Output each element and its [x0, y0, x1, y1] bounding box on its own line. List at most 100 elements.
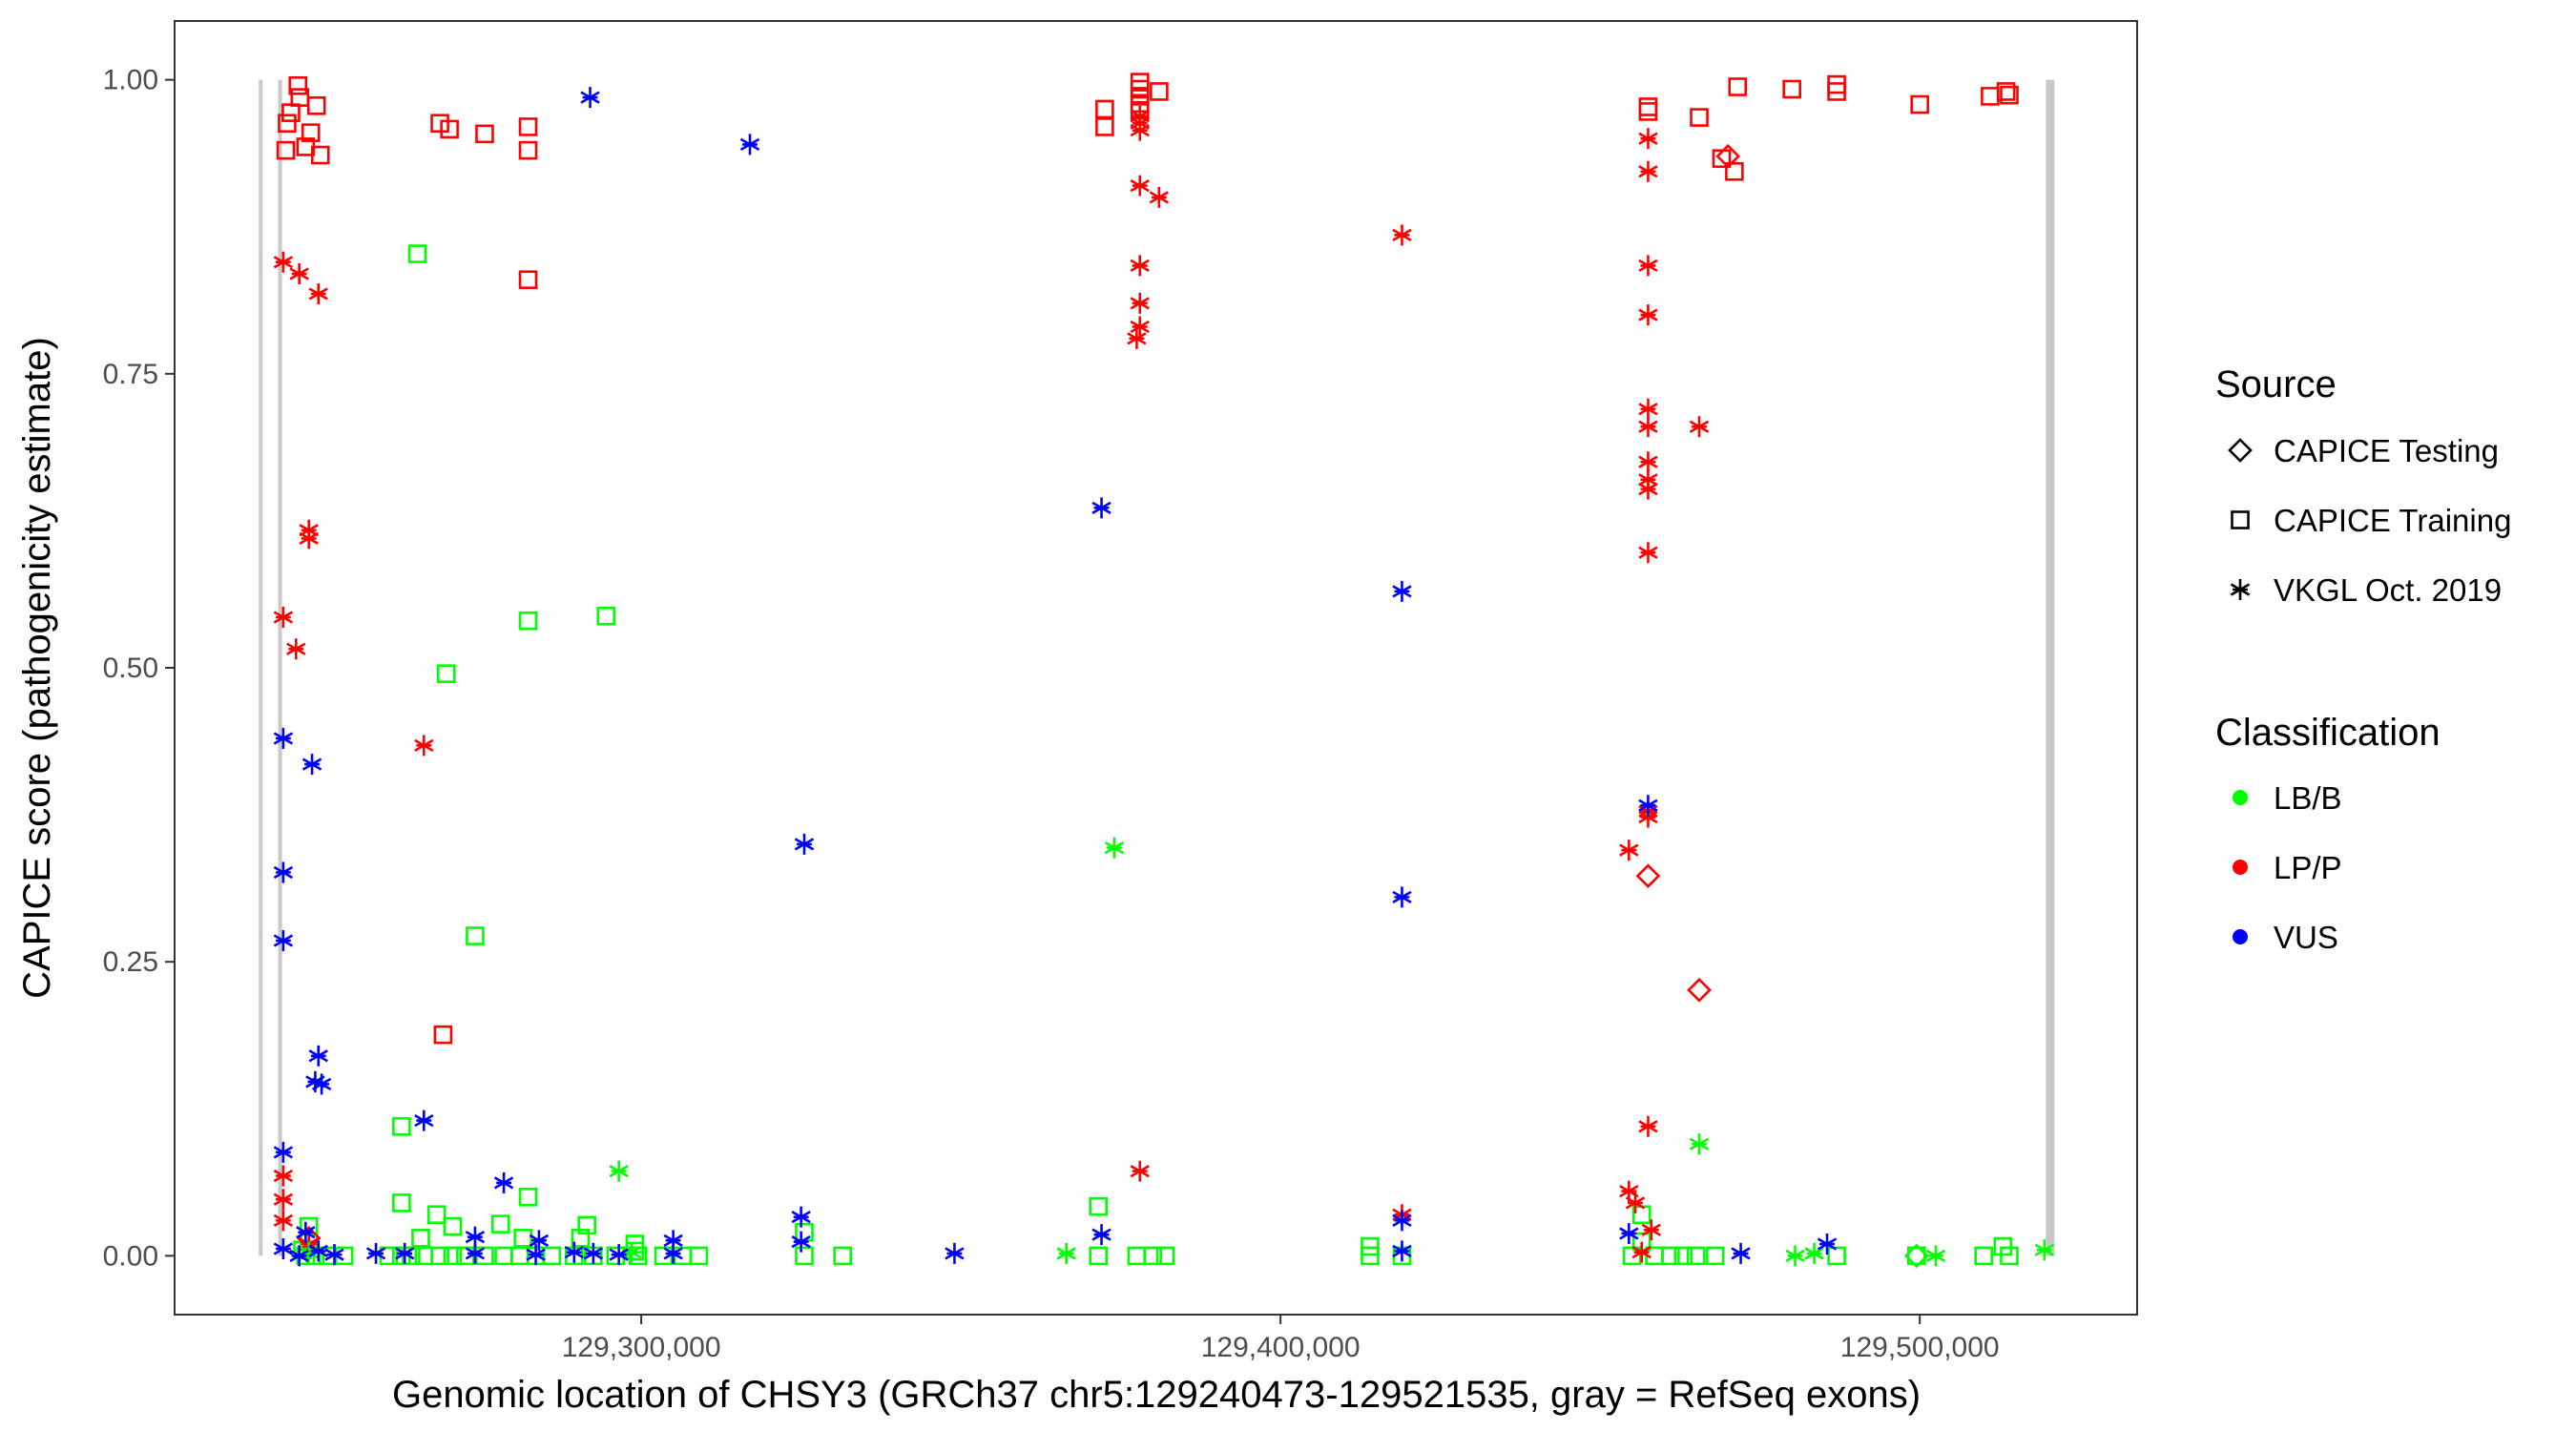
data-point: [1725, 161, 1744, 181]
data-point: [518, 1187, 538, 1207]
data-point: [1392, 580, 1412, 602]
data-point: [443, 1246, 463, 1266]
data-point: [1619, 840, 1639, 861]
data-point: [1974, 1246, 1993, 1266]
data-point: [526, 1244, 546, 1266]
data-point: [1827, 1246, 1846, 1266]
data-point: [306, 95, 326, 115]
legend-key-diamond: [2228, 438, 2253, 463]
x-tick-label: 129,300,000: [562, 1332, 721, 1363]
data-point: [577, 1215, 596, 1235]
data-point: [299, 1241, 319, 1263]
data-point: [1690, 108, 1709, 127]
data-point: [689, 1246, 709, 1266]
data-point: [288, 76, 308, 95]
data-point: [621, 1241, 642, 1263]
data-point: [791, 1231, 811, 1253]
data-point: [1661, 1246, 1680, 1266]
data-point: [1996, 82, 2016, 101]
data-point: [278, 114, 297, 134]
legend-source: Source CAPICE Testing CAPICE Training VKGL…: [2215, 363, 2511, 608]
data-point: [411, 1229, 430, 1248]
data-point: [518, 140, 538, 160]
x-tick-label: 129,500,000: [1840, 1332, 2000, 1363]
data-point: [1641, 1219, 1661, 1241]
data-point: [289, 263, 309, 285]
data-point: [299, 528, 319, 550]
data-point: [1638, 304, 1658, 326]
data-point: [596, 606, 616, 626]
data-point: [324, 1244, 344, 1266]
data-point: [1910, 94, 1929, 114]
data-point: [2034, 1239, 2055, 1261]
data-point: [518, 611, 538, 631]
data-point: [833, 1246, 852, 1266]
data-point: [273, 727, 294, 749]
data-point: [273, 1141, 294, 1163]
data-point: [1631, 1241, 1652, 1263]
data-point: [1705, 1246, 1725, 1266]
data-point: [1728, 77, 1748, 96]
data-point: [1392, 1210, 1412, 1232]
data-point: [1619, 1222, 1639, 1244]
data-point: [1130, 255, 1150, 277]
data-point: [1622, 1246, 1642, 1266]
legend-source-title: Source: [2215, 363, 2337, 405]
data-point: [1715, 143, 1741, 169]
data-point: [580, 87, 600, 109]
data-point: [1782, 79, 1801, 99]
data-point: [395, 1242, 415, 1264]
data-point: [466, 926, 485, 945]
data-point: [609, 1160, 629, 1182]
data-point: [414, 735, 434, 757]
data-point: [1689, 1133, 1710, 1155]
y-tick-label: 0.75: [103, 359, 158, 390]
data-point: [2000, 1246, 2019, 1266]
data-point: [1127, 327, 1147, 349]
data-point: [1155, 1246, 1175, 1266]
data-point: [1130, 316, 1150, 338]
data-point: [1638, 416, 1658, 438]
data-point: [1907, 1246, 1926, 1266]
data-point: [1619, 1180, 1639, 1202]
data-point: [392, 1116, 411, 1136]
legend-classification-label: LP/P: [2274, 850, 2342, 885]
data-point: [1673, 1246, 1693, 1266]
data-point: [1130, 119, 1150, 141]
data-point: [430, 1246, 449, 1266]
x-axis-title: Genomic location of CHSY3 (GRCh37 chr5:1…: [392, 1374, 1921, 1416]
data-point: [1638, 478, 1658, 500]
data-point: [490, 1214, 510, 1234]
data-point: [308, 1045, 328, 1067]
data-point: [475, 1246, 494, 1266]
data-point: [542, 1246, 562, 1266]
data-point: [1150, 82, 1169, 101]
data-point: [1804, 1242, 1824, 1264]
data-point: [518, 270, 538, 290]
data-point: [1392, 224, 1412, 246]
data-point: [493, 1172, 514, 1193]
data-point: [1095, 99, 1114, 119]
data-point: [456, 1246, 475, 1266]
data-point: [1143, 1246, 1162, 1266]
data-point: [440, 119, 459, 139]
data-point: [1089, 1196, 1108, 1216]
data-point: [426, 1205, 447, 1225]
data-point: [273, 1189, 294, 1211]
exon-layer: [259, 79, 2055, 1256]
data-point: [2000, 85, 2019, 105]
data-point: [1361, 1236, 1380, 1256]
data-point: [308, 282, 328, 304]
data-point: [1993, 1236, 2013, 1256]
y-tick-label: 0.25: [103, 946, 158, 978]
data-point: [1638, 542, 1658, 564]
data-point: [1785, 1245, 1805, 1267]
data-point: [1689, 416, 1710, 438]
data-point: [310, 145, 330, 165]
data-point: [794, 833, 815, 855]
legend-key-dot: [2233, 860, 2248, 875]
data-point: [791, 1206, 811, 1228]
data-point: [1392, 1240, 1412, 1262]
data-point: [301, 754, 322, 776]
